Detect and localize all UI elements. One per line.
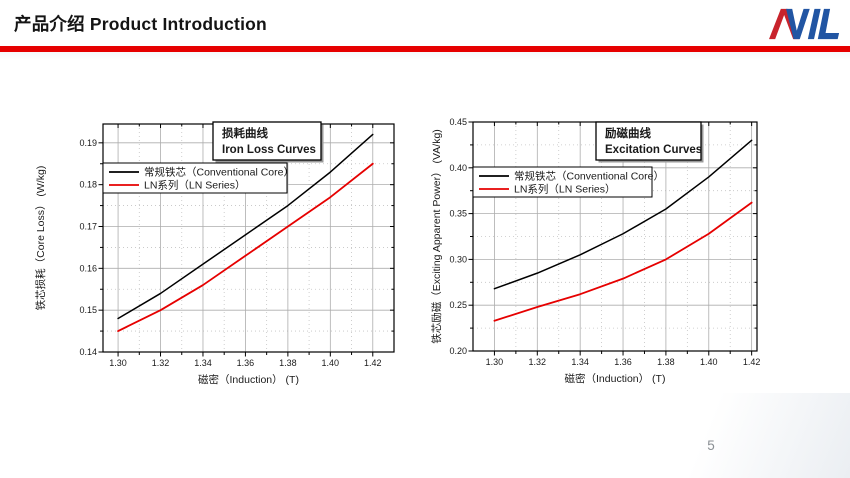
logo-letter-a — [769, 8, 800, 40]
svg-text:0.30: 0.30 — [449, 254, 467, 264]
svg-text:1.42: 1.42 — [743, 357, 761, 367]
svg-text:1.40: 1.40 — [700, 357, 718, 367]
svg-text:1.42: 1.42 — [364, 358, 382, 368]
svg-text:常规铁芯（Conventional Core）: 常规铁芯（Conventional Core） — [144, 166, 294, 179]
svg-text:损耗曲线: 损耗曲线 — [222, 126, 268, 140]
logo-letter-i — [807, 8, 821, 40]
svg-text:1.38: 1.38 — [279, 358, 297, 368]
corner-decoration — [520, 393, 850, 478]
svg-text:1.30: 1.30 — [109, 358, 127, 368]
svg-text:励磁曲线: 励磁曲线 — [605, 126, 651, 140]
page-title-cn: 产品介绍 — [14, 14, 85, 34]
svg-text:0.18: 0.18 — [79, 180, 97, 190]
svg-text:常规铁芯（Conventional Core）: 常规铁芯（Conventional Core） — [514, 170, 664, 183]
svg-text:0.17: 0.17 — [79, 221, 97, 231]
logo-letter-v — [786, 8, 810, 40]
svg-text:1.40: 1.40 — [322, 358, 340, 368]
svg-text:0.16: 0.16 — [79, 263, 97, 273]
svg-text:0.45: 0.45 — [449, 117, 467, 127]
svg-text:Excitation Curves: Excitation Curves — [605, 144, 702, 156]
svg-text:磁密（Induction） (T): 磁密（Induction） (T) — [565, 372, 666, 385]
svg-text:0.20: 0.20 — [449, 346, 467, 356]
page-title-en: Product Introduction — [89, 14, 267, 34]
header-accent-bar — [0, 46, 850, 52]
svg-text:0.19: 0.19 — [79, 138, 97, 148]
svg-text:0.40: 0.40 — [449, 163, 467, 173]
svg-text:1.36: 1.36 — [614, 357, 632, 367]
page-number: 5 — [707, 438, 715, 453]
svg-text:0.14: 0.14 — [79, 347, 97, 357]
header-accent-fade — [0, 52, 850, 60]
svg-text:1.36: 1.36 — [237, 358, 255, 368]
slide-header: 产品介绍 Product Introduction — [0, 0, 850, 60]
excitation-chart: 1.30 1.32 1.34 1.36 1.38 1.40 1.42 0.20 0.25 0.30… — [430, 117, 761, 385]
iron-loss-chart: 1.30 1.32 1.34 1.36 1.38 1.40 1.42 0.14 0.15 0.16… — [34, 121, 395, 386]
svg-text:0.15: 0.15 — [79, 305, 97, 315]
svg-text:1.34: 1.34 — [571, 357, 589, 367]
svg-text:LN系列（LN Series）: LN系列（LN Series） — [514, 183, 616, 196]
svg-text:磁密（Induction） (T): 磁密（Induction） (T) — [198, 373, 299, 386]
svg-text:1.32: 1.32 — [152, 358, 170, 368]
svg-text:1.30: 1.30 — [486, 357, 504, 367]
svg-text:LN系列（LN Series）: LN系列（LN Series） — [144, 179, 246, 192]
svg-text:Iron Loss Curves: Iron Loss Curves — [222, 144, 316, 156]
svg-text:铁芯励磁（Exciting Apparent Power）: 铁芯励磁（Exciting Apparent Power） (VA/kg) — [430, 129, 443, 344]
svg-text:1.34: 1.34 — [194, 358, 212, 368]
svg-text:0.35: 0.35 — [449, 209, 467, 219]
svg-text:0.25: 0.25 — [449, 300, 467, 310]
company-logo — [769, 8, 840, 40]
svg-text:1.32: 1.32 — [529, 357, 547, 367]
svg-text:1.38: 1.38 — [657, 357, 675, 367]
page-title: 产品介绍 Product Introduction — [14, 11, 267, 36]
svg-text:铁芯损耗（Core Loss） (W/kg): 铁芯损耗（Core Loss） (W/kg) — [34, 166, 47, 311]
logo-letter-l — [817, 8, 840, 40]
